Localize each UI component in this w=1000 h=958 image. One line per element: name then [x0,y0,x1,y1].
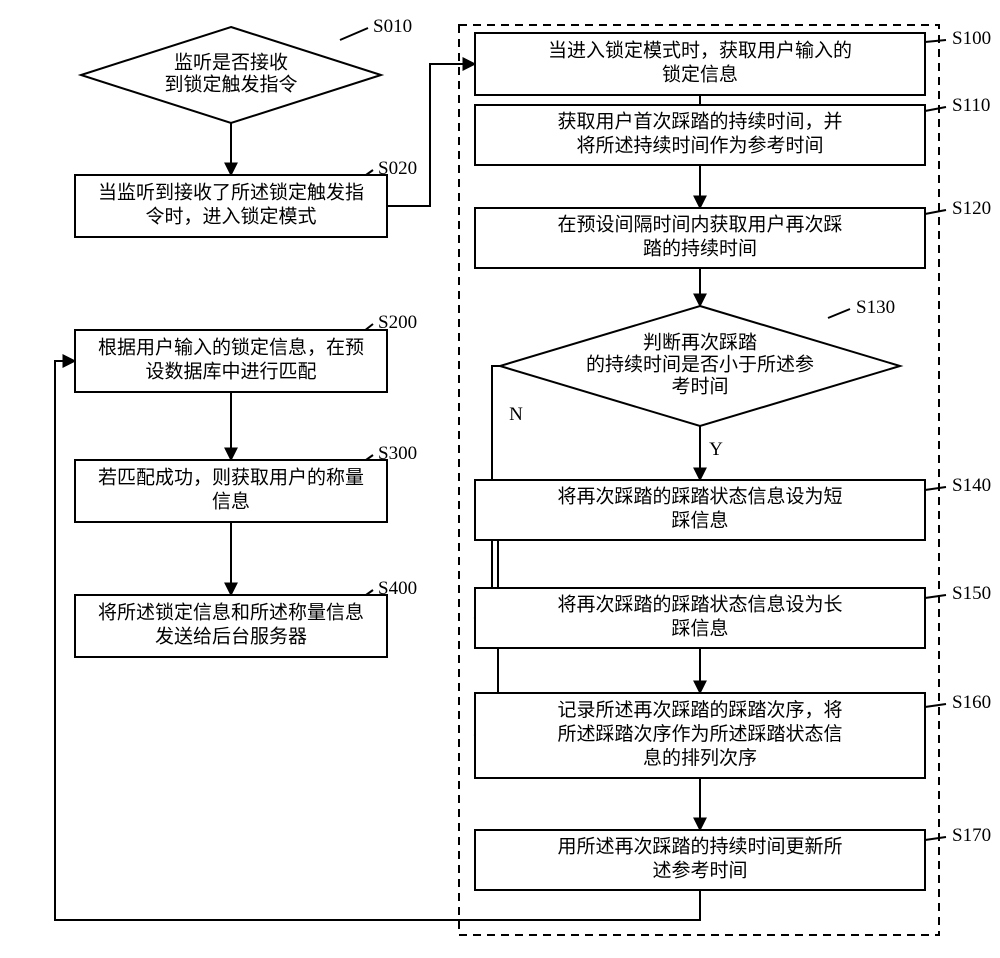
flow-text: 记录所述再次踩踏的踩踏次序，将 [557,699,842,721]
branch-label-Y: Y [709,439,723,460]
flow-text: 到锁定触发指令 [164,73,297,95]
leader-line [828,309,850,318]
flow-text: 的持续时间是否小于所述参 [586,353,814,375]
flow-text: 根据用户输入的锁定信息，在预 [98,336,364,358]
flow-text: 当监听到接收了所述锁定触发指 [98,181,364,203]
flow-text: 将所述锁定信息和所述称量信息 [98,601,364,623]
step-label-S110: S110 [952,95,990,116]
flow-text: 设数据库中进行匹配 [145,360,316,382]
flow-text: 发送给后台服务器 [155,625,307,647]
step-label-S020: S020 [378,158,417,179]
leader-line [340,28,368,40]
step-label-S150: S150 [952,583,991,604]
leader-line [925,107,946,111]
flow-text: 在预设间隔时间内获取用户再次踩 [557,213,842,235]
flow-text: 踩信息 [671,509,728,531]
flow-text: 所述踩踏次序作为所述踩踏状态信 [557,723,842,745]
leader-line [925,487,946,490]
step-label-S130: S130 [856,297,895,318]
flow-text: 令时，进入锁定模式 [145,205,316,227]
step-label-S120: S120 [952,198,991,219]
flow-text: 获取用户首次踩踏的持续时间，并 [557,110,842,132]
flow-text: 考时间 [671,375,728,397]
step-label-S400: S400 [378,578,417,599]
flow-text: 将再次踩踏的踩踏状态信息设为长 [557,593,842,615]
flow-text: 判断再次踩踏 [643,331,757,353]
flow-text: 信息 [212,490,250,512]
leader-line [925,40,946,42]
leader-line [925,210,946,214]
flow-text: 息的排列次序 [643,747,757,769]
flow-text: 监听是否接收 [174,51,288,73]
step-label-S160: S160 [952,692,991,713]
flow-text: 将再次踩踏的踩踏状态信息设为短 [557,485,842,507]
flow-text: 踩信息 [671,617,728,639]
leader-line [925,704,946,707]
step-label-S010: S010 [373,16,412,37]
step-label-S200: S200 [378,312,417,333]
flow-text: 将所述持续时间作为参考时间 [576,134,823,156]
flow-text: 当进入锁定模式时，获取用户输入的 [548,39,852,61]
flow-text: 用所述再次踩踏的持续时间更新所 [557,835,842,857]
step-label-S100: S100 [952,28,991,49]
leader-line [925,837,946,840]
step-label-S300: S300 [378,443,417,464]
flow-text: 若匹配成功，则获取用户的称量 [98,466,364,488]
flow-text: 踏的持续时间 [643,237,757,259]
step-label-S140: S140 [952,475,991,496]
leader-line [925,595,946,598]
flow-text: 锁定信息 [662,63,738,85]
flow-text: 述参考时间 [652,859,747,881]
flow-edge [387,64,475,206]
step-label-S170: S170 [952,825,991,846]
branch-label-N: N [509,404,523,425]
